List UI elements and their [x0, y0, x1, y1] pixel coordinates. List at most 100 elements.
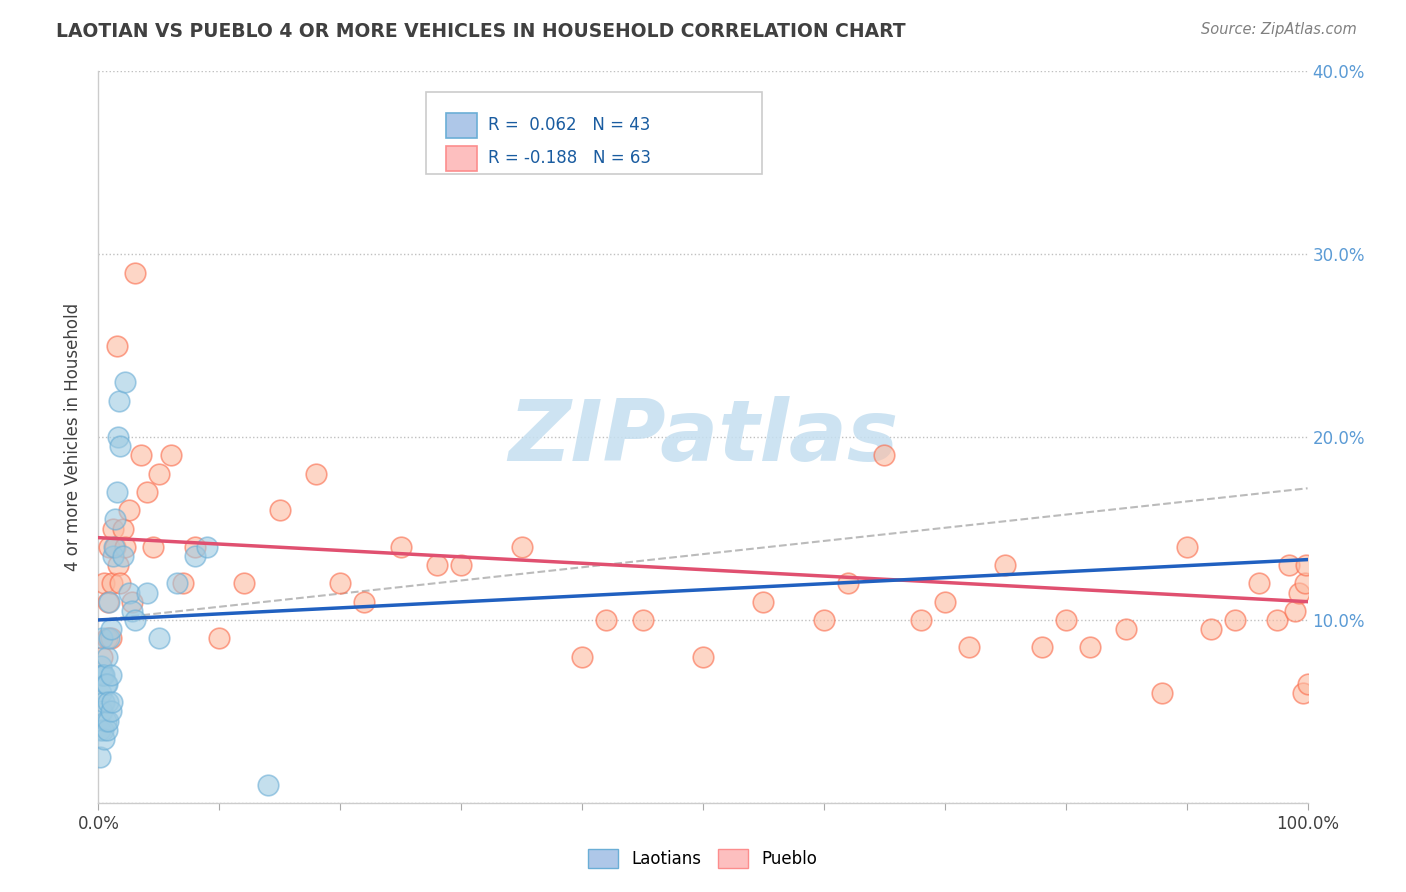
Point: [90, 658, 112, 673]
Point: [148, 467, 170, 481]
Point: [100, 705, 122, 719]
Point: [595, 613, 617, 627]
Point: [160, 448, 183, 462]
Point: [269, 503, 291, 517]
Point: [104, 540, 127, 554]
Point: [90, 686, 112, 700]
Point: [1267, 613, 1289, 627]
Point: [1295, 558, 1317, 573]
Point: [232, 576, 254, 591]
Point: [98, 632, 121, 646]
Point: [97, 695, 120, 709]
Text: Source: ZipAtlas.com: Source: ZipAtlas.com: [1201, 22, 1357, 37]
Point: [329, 576, 352, 591]
Point: [129, 448, 152, 462]
Point: [108, 393, 131, 408]
Point: [1294, 576, 1316, 591]
Point: [910, 613, 932, 627]
Point: [104, 512, 127, 526]
Point: [994, 558, 1017, 573]
Point: [1223, 613, 1246, 627]
Point: [93, 695, 115, 709]
Point: [108, 576, 131, 591]
Point: [1152, 686, 1174, 700]
Point: [100, 667, 122, 681]
Point: [837, 576, 859, 591]
Point: [93, 667, 115, 681]
Point: [873, 448, 896, 462]
Point: [118, 585, 141, 599]
Point: [124, 613, 146, 627]
Point: [97, 714, 120, 728]
Point: [426, 558, 449, 573]
Text: R = -0.188   N = 63: R = -0.188 N = 63: [488, 149, 651, 167]
Point: [105, 485, 128, 500]
Point: [142, 540, 165, 554]
Point: [111, 521, 134, 535]
Point: [91, 667, 114, 681]
Point: [208, 632, 231, 646]
Point: [91, 649, 114, 664]
Point: [94, 714, 117, 728]
Point: [91, 723, 114, 737]
Point: [184, 540, 207, 554]
Point: [107, 558, 129, 573]
Point: [97, 594, 120, 608]
Point: [571, 649, 593, 664]
Point: [1288, 585, 1310, 599]
Point: [98, 594, 121, 608]
Point: [96, 677, 118, 691]
Point: [100, 576, 122, 591]
Y-axis label: 4 or more Vehicles in Household: 4 or more Vehicles in Household: [65, 303, 83, 571]
Point: [353, 594, 375, 608]
Point: [96, 632, 118, 646]
Point: [91, 705, 114, 719]
Point: [1249, 576, 1271, 591]
Point: [1296, 677, 1319, 691]
Point: [111, 549, 134, 563]
Point: [1054, 613, 1077, 627]
Point: [105, 338, 128, 352]
Point: [631, 613, 654, 627]
Point: [118, 503, 141, 517]
Point: [1278, 558, 1301, 573]
Point: [813, 613, 835, 627]
Point: [100, 622, 122, 636]
Point: [94, 677, 117, 691]
Point: [121, 594, 143, 608]
Text: LAOTIAN VS PUEBLO 4 OR MORE VEHICLES IN HOUSEHOLD CORRELATION CHART: LAOTIAN VS PUEBLO 4 OR MORE VEHICLES IN …: [56, 22, 905, 41]
Point: [101, 521, 124, 535]
Point: [103, 540, 125, 554]
Point: [752, 594, 775, 608]
Point: [89, 750, 111, 764]
Point: [91, 632, 114, 646]
Point: [510, 540, 533, 554]
Point: [450, 558, 472, 573]
Point: [135, 485, 157, 500]
Point: [124, 266, 146, 280]
Point: [101, 549, 124, 563]
Point: [692, 649, 714, 664]
Text: R =  0.062   N = 43: R = 0.062 N = 43: [488, 116, 650, 134]
Point: [107, 430, 129, 444]
Point: [93, 731, 115, 746]
Point: [256, 778, 278, 792]
Point: [195, 540, 218, 554]
Point: [93, 576, 115, 591]
Point: [1199, 622, 1222, 636]
Point: [305, 467, 328, 481]
Point: [1284, 604, 1306, 618]
Point: [91, 667, 114, 681]
Point: [1115, 622, 1137, 636]
Point: [96, 723, 118, 737]
Text: ZIPatlas: ZIPatlas: [508, 395, 898, 479]
Point: [934, 594, 956, 608]
Point: [98, 540, 121, 554]
Point: [100, 695, 122, 709]
Point: [135, 585, 157, 599]
Point: [172, 576, 194, 591]
Point: [1031, 640, 1053, 655]
Point: [1078, 640, 1101, 655]
Point: [100, 632, 122, 646]
Point: [1292, 686, 1315, 700]
